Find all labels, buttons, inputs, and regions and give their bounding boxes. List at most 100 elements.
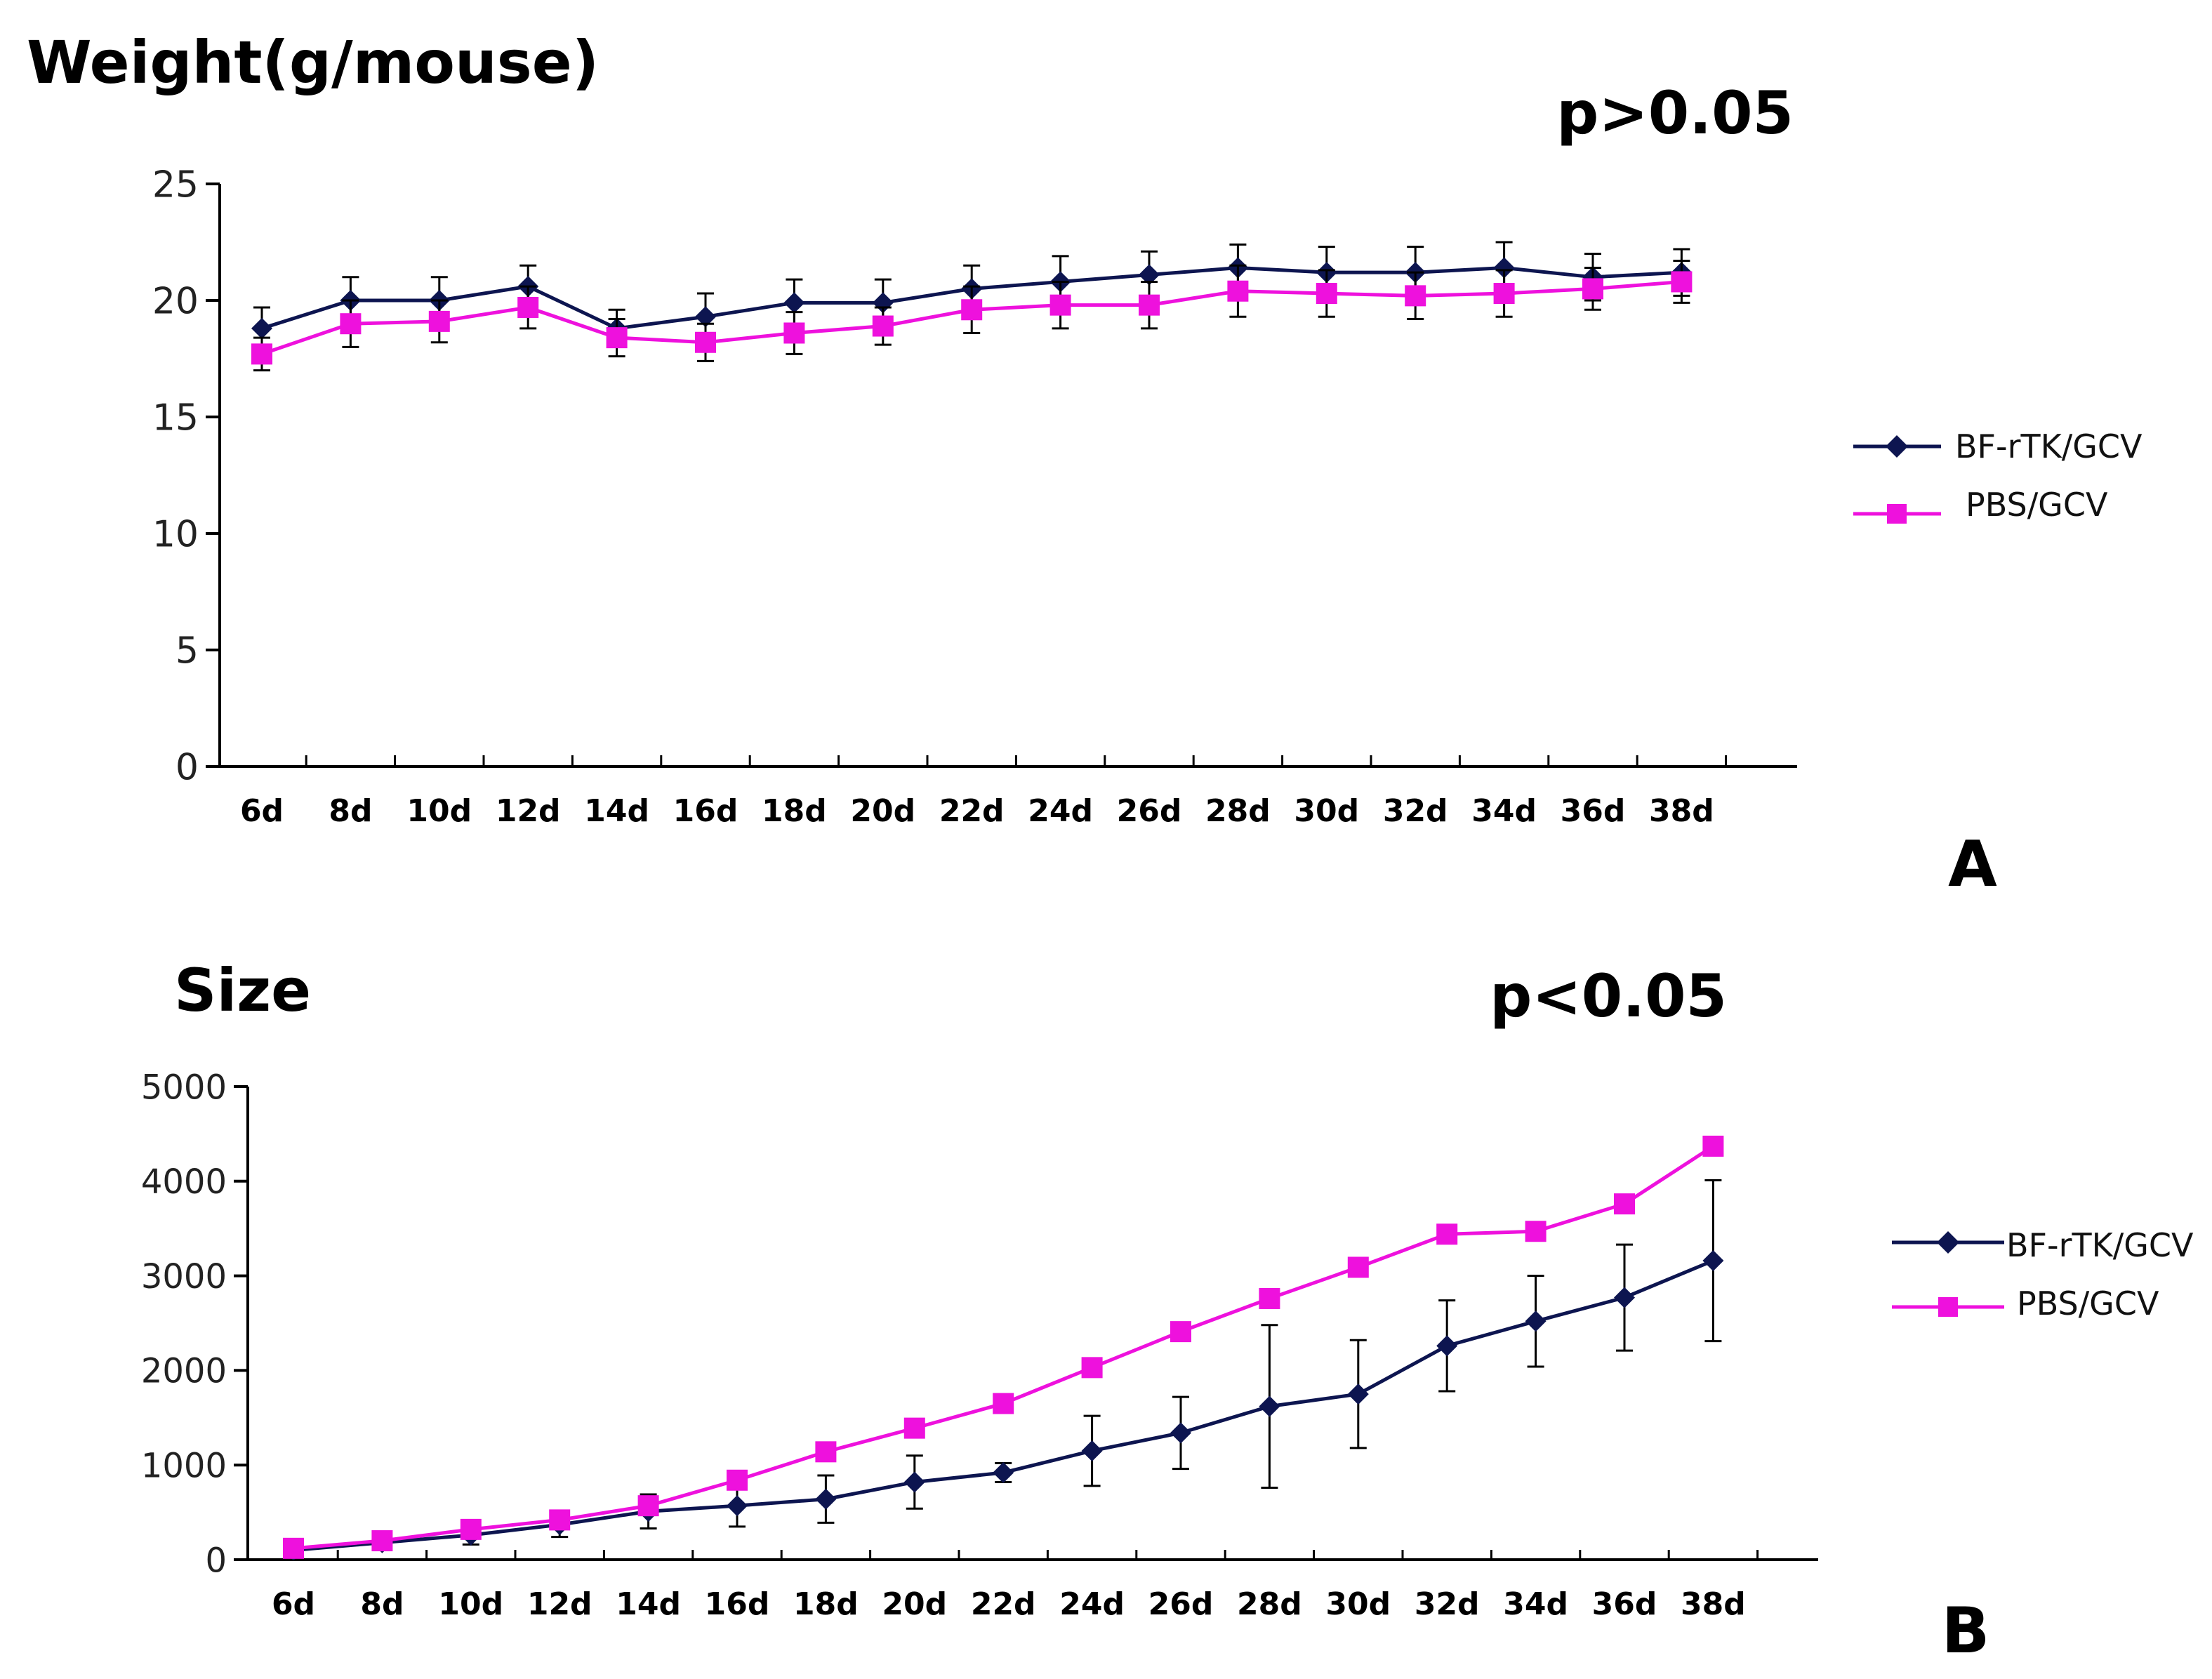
size-data-point-pbs-gcv bbox=[1081, 1357, 1103, 1379]
weight-data-point-pbs-gcv bbox=[1405, 285, 1426, 307]
weight-x-tick-label: 30d bbox=[1294, 793, 1359, 829]
weight-data-point-pbs-gcv bbox=[1316, 283, 1337, 305]
size-data-point-pbs-gcv bbox=[993, 1393, 1014, 1414]
weight-data-point-pbs-gcv bbox=[872, 315, 894, 337]
size-x-tick-label: 26d bbox=[1148, 1586, 1214, 1622]
weight-x-tick-label: 6d bbox=[240, 793, 284, 829]
weight-y-tick-label: 15 bbox=[152, 397, 199, 439]
size-data-point-bf-rtk-gcv bbox=[1081, 1440, 1103, 1461]
size-x-tick-label: 12d bbox=[527, 1586, 592, 1622]
size-x-tick-label: 34d bbox=[1503, 1586, 1568, 1622]
weight-data-point-pbs-gcv bbox=[783, 322, 805, 344]
size-y-tick-label: 1000 bbox=[141, 1446, 227, 1485]
size-data-point-pbs-gcv bbox=[1170, 1321, 1191, 1343]
weight-y-tick-label: 25 bbox=[152, 164, 199, 206]
size-legend-square-marker bbox=[1938, 1297, 1958, 1317]
weight-x-tick-label: 36d bbox=[1561, 793, 1626, 829]
weight-data-point-bf-rtk-gcv bbox=[251, 317, 272, 339]
weight-y-tick-label: 0 bbox=[175, 747, 199, 789]
weight-legend-label-bf-rtk-gcv: BF-rTK/GCV bbox=[1955, 427, 2143, 465]
weight-plot-area bbox=[251, 241, 1693, 372]
size-data-point-pbs-gcv bbox=[1525, 1221, 1547, 1242]
size-x-tick-label: 32d bbox=[1415, 1586, 1480, 1622]
size-x-tick-label: 14d bbox=[616, 1586, 681, 1622]
size-x-tick-label: 6d bbox=[272, 1586, 315, 1622]
weight-x-tick-label: 16d bbox=[673, 793, 739, 829]
weight-data-point-pbs-gcv bbox=[517, 296, 539, 318]
weight-data-point-bf-rtk-gcv bbox=[1493, 257, 1515, 279]
size-data-point-pbs-gcv bbox=[1702, 1135, 1724, 1157]
size-series-line-pbs-gcv bbox=[293, 1144, 1714, 1551]
size-chart-p-value: p<0.05 bbox=[1490, 962, 1727, 1030]
size-x-tick-label: 30d bbox=[1325, 1586, 1391, 1622]
size-x-ticks: 6d 8d 10d 12d 14d 16d 18d 20d 22d 24d 26d 28d 30d 32d… bbox=[272, 1550, 1759, 1622]
size-x-tick-label: 10d bbox=[438, 1586, 503, 1622]
size-data-point-bf-rtk-gcv bbox=[1259, 1395, 1280, 1417]
size-data-point-pbs-gcv bbox=[1614, 1193, 1635, 1215]
size-data-point-pbs-gcv bbox=[1436, 1223, 1458, 1245]
size-data-point-bf-rtk-gcv bbox=[1614, 1287, 1635, 1308]
size-x-tick-label: 38d bbox=[1681, 1586, 1746, 1622]
weight-data-point-pbs-gcv bbox=[961, 299, 983, 321]
size-x-tick-label: 24d bbox=[1059, 1586, 1125, 1622]
weight-chart-p-value: p>0.05 bbox=[1556, 79, 1794, 147]
weight-data-point-pbs-gcv bbox=[1049, 294, 1071, 316]
size-x-tick-label: 18d bbox=[793, 1586, 859, 1622]
size-y-tick-label: 4000 bbox=[141, 1162, 227, 1202]
weight-x-tick-label: 22d bbox=[939, 793, 1005, 829]
weight-data-point-pbs-gcv bbox=[340, 313, 362, 335]
size-data-point-pbs-gcv bbox=[371, 1530, 393, 1552]
size-data-point-bf-rtk-gcv bbox=[993, 1461, 1014, 1483]
weight-data-point-pbs-gcv bbox=[1493, 283, 1515, 305]
weight-x-tick-label: 20d bbox=[850, 793, 915, 829]
weight-legend-item-pbs-gcv: PBS/GCV bbox=[1853, 486, 2108, 524]
size-y-tick-label: 5000 bbox=[141, 1068, 227, 1107]
size-x-tick-label: 22d bbox=[971, 1586, 1036, 1622]
size-data-point-pbs-gcv bbox=[549, 1509, 571, 1531]
weight-data-point-pbs-gcv bbox=[606, 327, 628, 349]
size-legend-diamond-marker bbox=[1937, 1231, 1959, 1254]
weight-x-tick-label: 12d bbox=[496, 793, 561, 829]
size-legend-label-pbs-gcv: PBS/GCV bbox=[2017, 1285, 2159, 1322]
size-data-point-pbs-gcv bbox=[815, 1441, 837, 1463]
size-y-ticks: 0 1000 2000 3000 4000 5000 bbox=[141, 1068, 248, 1580]
weight-data-point-bf-rtk-gcv bbox=[1139, 264, 1160, 286]
size-data-point-pbs-gcv bbox=[727, 1469, 748, 1491]
size-data-point-bf-rtk-gcv bbox=[727, 1495, 748, 1517]
weight-chart-title: Weight(g/mouse) bbox=[27, 28, 599, 97]
weight-y-ticks: 0 5 10 15 20 25 bbox=[152, 164, 220, 789]
size-data-point-pbs-gcv bbox=[637, 1495, 659, 1517]
size-x-tick-label: 20d bbox=[882, 1586, 947, 1622]
weight-x-tick-label: 38d bbox=[1649, 793, 1714, 829]
size-legend-label-bf-rtk-gcv: BF-rTK/GCV bbox=[2006, 1226, 2194, 1264]
weight-y-tick-label: 10 bbox=[152, 514, 199, 556]
panel-label-a: A bbox=[1948, 828, 1997, 901]
weight-chart-panel: Weight(g/mouse) p>0.05 A 0 5 10 15 20 25 6d 8d… bbox=[27, 28, 2143, 901]
size-data-point-pbs-gcv bbox=[1347, 1256, 1369, 1278]
size-x-tick-label: 8d bbox=[360, 1586, 404, 1622]
weight-x-tick-label: 24d bbox=[1028, 793, 1093, 829]
size-data-point-bf-rtk-gcv bbox=[1170, 1422, 1191, 1444]
weight-legend: BF-rTK/GCV PBS/GCV bbox=[1853, 427, 2143, 524]
size-chart-panel: Size p<0.05 B 0 1000 2000 3000 4000 5000 6d 8d… bbox=[141, 956, 2194, 1668]
size-data-point-bf-rtk-gcv bbox=[815, 1488, 837, 1510]
size-x-tick-label: 16d bbox=[705, 1586, 770, 1622]
weight-y-tick-label: 20 bbox=[152, 281, 199, 323]
size-data-point-pbs-gcv bbox=[1259, 1287, 1280, 1309]
weight-data-point-pbs-gcv bbox=[1227, 280, 1249, 302]
weight-data-point-pbs-gcv bbox=[1139, 294, 1160, 316]
size-data-point-pbs-gcv bbox=[283, 1537, 304, 1559]
size-legend: BF-rTK/GCV PBS/GCV bbox=[1892, 1226, 2194, 1322]
size-x-tick-label: 36d bbox=[1592, 1586, 1657, 1622]
weight-x-ticks: 6d 8d 10d 12d 14d 16d 18d 20d 22d 24d 26d 28d 30d 32d… bbox=[240, 755, 1728, 829]
weight-legend-diamond-marker bbox=[1886, 435, 1908, 458]
weight-x-tick-label: 34d bbox=[1471, 793, 1537, 829]
weight-data-point-bf-rtk-gcv bbox=[783, 292, 805, 314]
size-chart-title: Size bbox=[174, 956, 311, 1025]
size-y-tick-label: 2000 bbox=[141, 1352, 227, 1391]
size-data-point-bf-rtk-gcv bbox=[1525, 1310, 1547, 1332]
weight-data-point-pbs-gcv bbox=[1671, 271, 1693, 293]
weight-x-tick-label: 10d bbox=[406, 793, 472, 829]
weight-y-tick-label: 5 bbox=[175, 630, 199, 672]
